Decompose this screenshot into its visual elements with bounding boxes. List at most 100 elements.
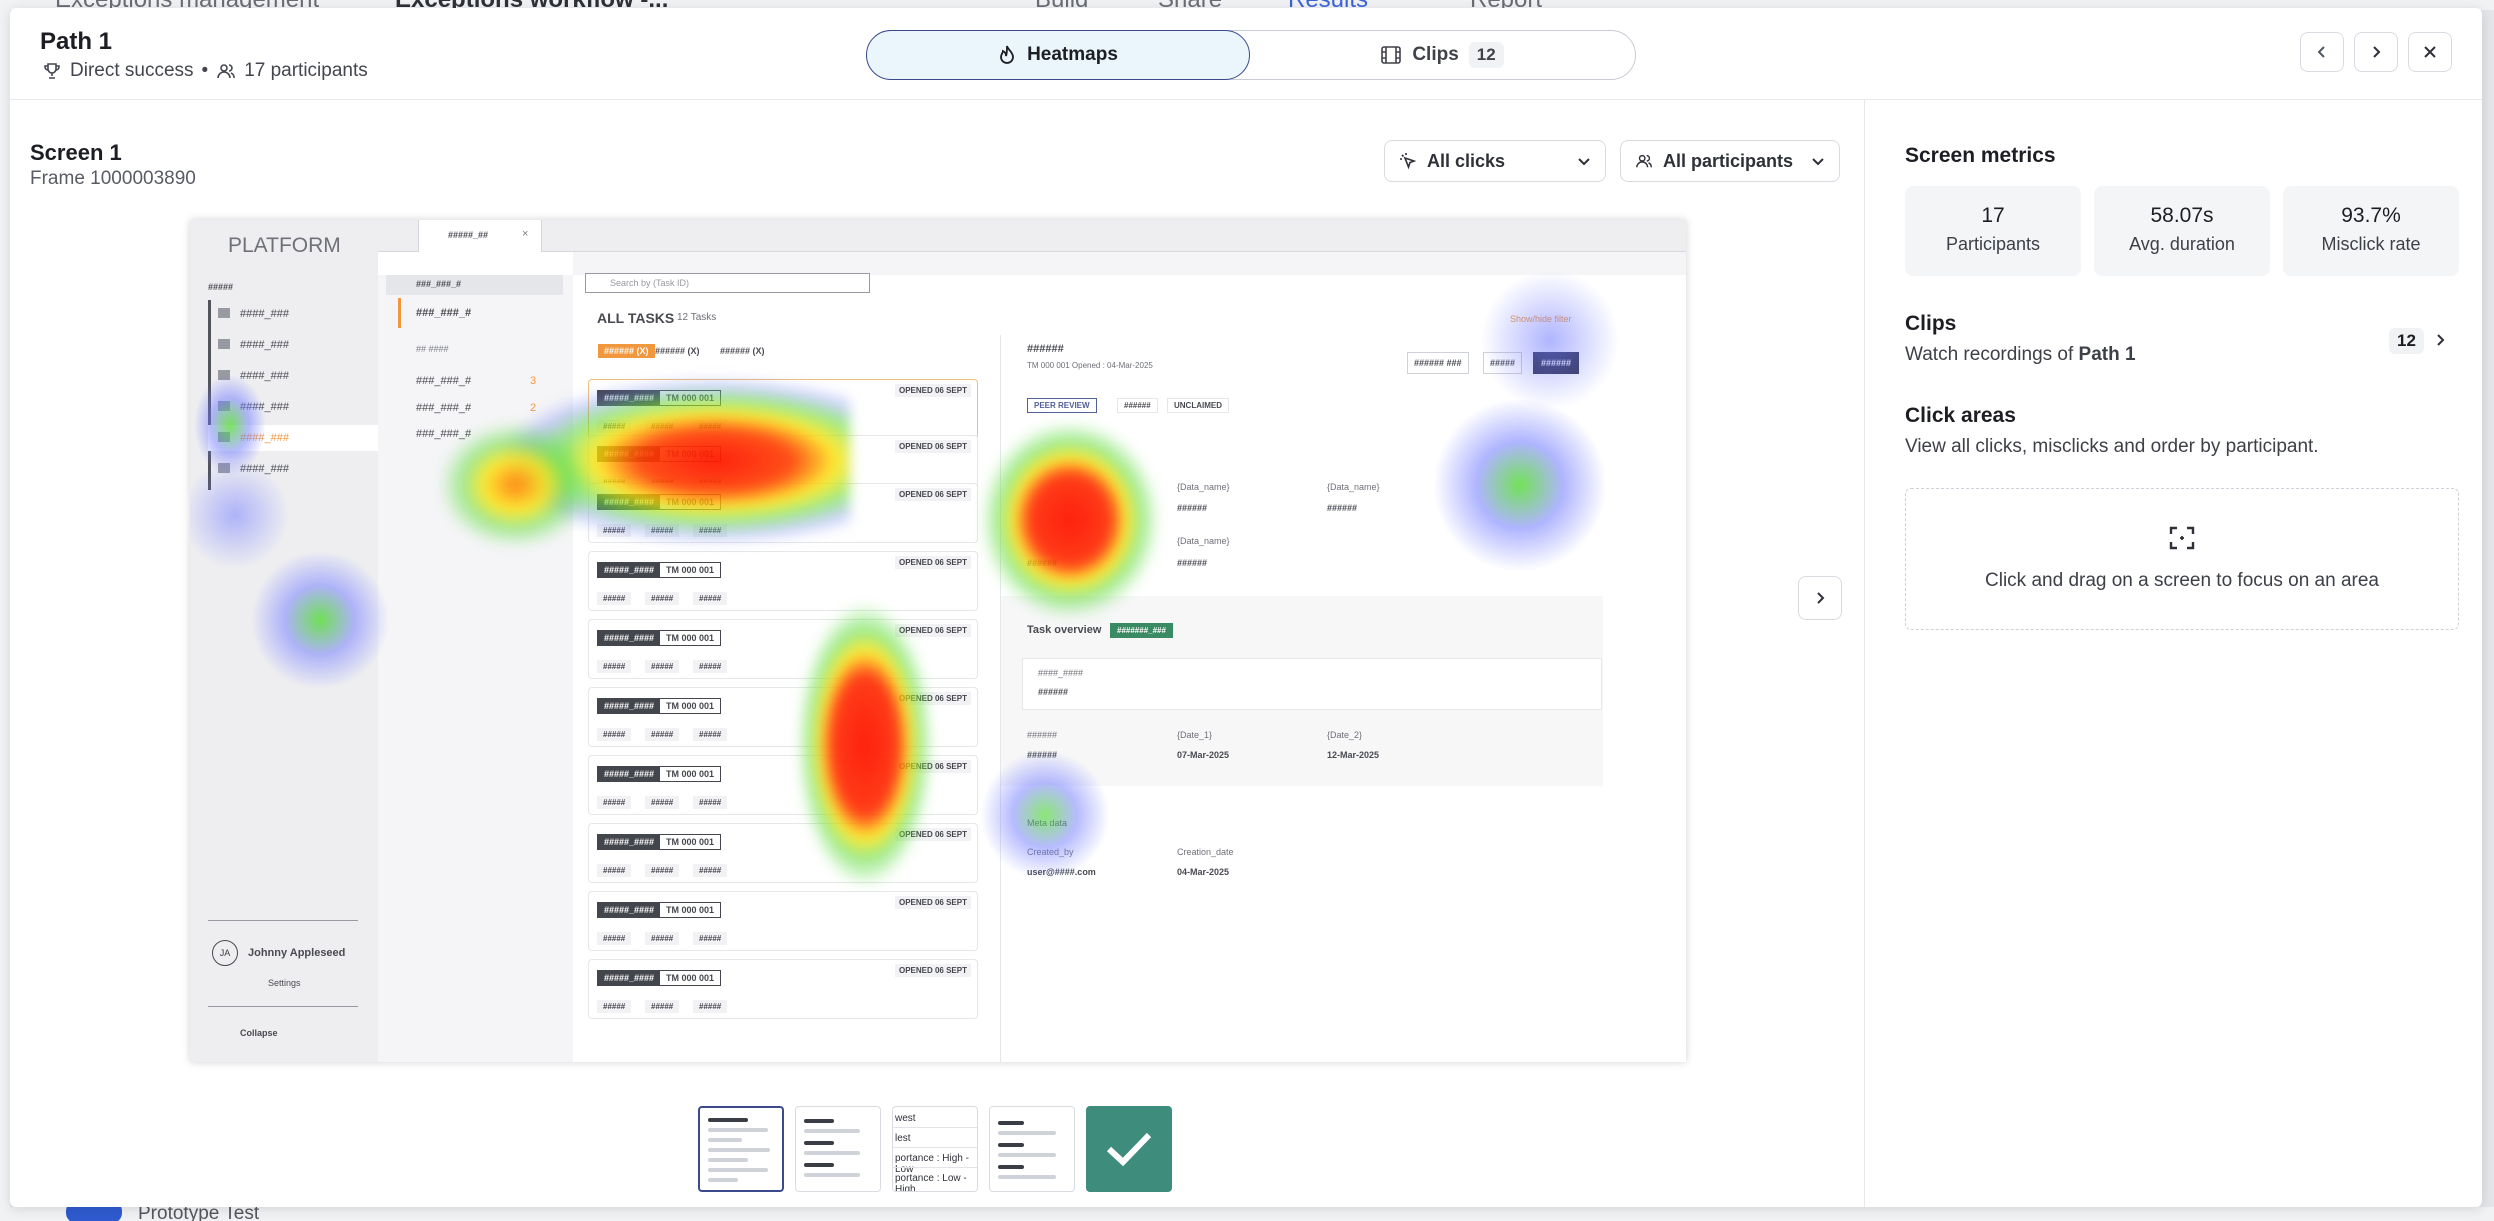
flame-icon [997, 44, 1017, 66]
mock-data-label: {Data_name} [1177, 536, 1230, 546]
completed-check-icon [1104, 1129, 1154, 1169]
users-icon [1635, 152, 1653, 170]
metric-label: Avg. duration [2129, 234, 2235, 254]
mock-filter-tab: ###### (X) [655, 346, 700, 356]
task-card-pill: ##### [645, 864, 680, 877]
metric-value: 93.7% [2341, 204, 2401, 227]
close-modal-button[interactable] [2408, 32, 2452, 72]
clips-row[interactable]: Clips Watch recordings of Path 1 12 [1865, 300, 2482, 370]
clicks-filter-label: All clicks [1427, 150, 1506, 171]
mock-collapse: Collapse [240, 1028, 278, 1038]
screen-name: Screen 1 [30, 140, 122, 165]
participants-filter-dropdown[interactable]: All participants [1620, 140, 1840, 182]
mock-date-value: 07-Mar-2025 [1177, 750, 1230, 760]
tab-heatmaps[interactable]: Heatmaps [865, 29, 1250, 80]
mock-data-value: ###### [1327, 503, 1358, 513]
mock-detail-title: ###### [1027, 343, 1064, 355]
task-card-chip: #####_#### [597, 834, 662, 850]
mock-overview-box [1022, 658, 1602, 710]
task-card-id: TM 000 001 [659, 630, 722, 646]
thumbnail-text: portance : High - Low [895, 1153, 969, 1175]
view-toggle: Heatmaps Clips 12 [865, 29, 1636, 80]
mock-user-name: Johnny Appleseed [248, 947, 346, 959]
task-card-pill: ##### [693, 932, 728, 945]
mock-tab-close-icon: × [522, 228, 529, 240]
bg-tab-report: Report [1470, 0, 1542, 10]
mock-date-label: {Date_1} [1177, 730, 1213, 740]
click-area-dropzone[interactable]: Click and drag on a screen to focus on a… [1905, 488, 2459, 630]
screen-thumbnail-completed[interactable] [1086, 1106, 1172, 1192]
background-app-footer: Prototype Test [0, 1207, 2494, 1221]
clips-description: Watch recordings of Path 1 [1905, 344, 2136, 366]
mock-data-value: ###### [1177, 503, 1208, 513]
task-card-opened: OPENED 06 SEPT [894, 556, 971, 569]
mock-topbar [378, 220, 1686, 252]
chevron-right-icon [1813, 591, 1827, 605]
trophy-icon [42, 61, 62, 81]
close-icon [2423, 45, 2437, 59]
modal-header: Path 1 Direct success • 17 participants … [10, 8, 2482, 100]
screen-canvas[interactable]: PLATFORM ##### ####_### ####_### ####_##… [190, 220, 1686, 1062]
heatmap-viewer: Screen 1 Frame 1000003890 All clicks All… [10, 100, 1864, 1207]
mock-split-divider [1000, 335, 1001, 1062]
background-app-sidebar [0, 0, 10, 1221]
previous-path-button[interactable] [2300, 32, 2344, 72]
screen-thumbnail[interactable] [989, 1106, 1075, 1192]
screen-thumbnail[interactable] [795, 1106, 881, 1192]
task-card-pill: ##### [693, 1000, 728, 1013]
task-card-opened: OPENED 06 SEPT [894, 488, 971, 501]
metric-value: 17 [1981, 204, 2005, 227]
metric-value: 58.07s [2150, 204, 2214, 227]
mock-mid-active: ###_###_# [416, 307, 472, 319]
mock-date-label: {Date_2} [1327, 730, 1363, 740]
mock-filter-tab: ###### (X) [598, 344, 655, 358]
click-areas-description: View all clicks, misclicks and order by … [1905, 436, 2319, 457]
heatmap-modal: Path 1 Direct success • 17 participants … [10, 8, 2482, 1207]
mock-date-value: 12-Mar-2025 [1327, 750, 1380, 760]
chevron-down-icon [1811, 154, 1825, 168]
task-card-id: TM 000 001 [659, 698, 722, 714]
task-card-pill: ##### [645, 796, 680, 809]
mock-avatar: JA [212, 940, 238, 966]
mock-search-placeholder: Search by (Task ID) [610, 278, 690, 288]
clips-description-path: Path 1 [2078, 344, 2136, 365]
next-screen-button[interactable] [1798, 576, 1842, 620]
mock-filter-tab: ###### (X) [720, 346, 765, 356]
task-card-opened: OPENED 06 SEPT [894, 384, 971, 397]
task-card-pill: ##### [597, 932, 632, 945]
task-card-id: TM 000 001 [659, 766, 722, 782]
mock-data-value: ###### [1177, 558, 1208, 568]
next-path-button[interactable] [2354, 32, 2398, 72]
clicks-filter-dropdown[interactable]: All clicks [1384, 140, 1606, 182]
tab-clips[interactable]: Clips 12 [1249, 30, 1635, 80]
screen-thumbnail[interactable]: west lest portance : High - Low portance… [892, 1106, 978, 1192]
screen-thumbnail-selected[interactable] [698, 1106, 784, 1192]
breadcrumb-test: Exceptions workflow -... [395, 0, 668, 10]
chevron-left-icon [2315, 45, 2329, 59]
mock-mid-group: ###_###_# [416, 279, 462, 289]
task-card-pill: ##### [597, 1000, 632, 1013]
metrics-panel: Screen metrics 17 Participants 58.07s Av… [1864, 100, 2482, 1207]
task-card-pill: ##### [693, 864, 728, 877]
mock-mid-heading: ## #### [416, 344, 449, 354]
clips-description-text: Watch recordings of [1905, 344, 2079, 365]
click-area-hint: Click and drag on a screen to focus on a… [1985, 570, 2379, 591]
click-areas-title: Click areas [1905, 404, 2016, 427]
mock-box-label: ####_#### [1038, 668, 1084, 678]
mock-data-label: {Data_name} [1177, 482, 1230, 492]
task-card-pill: ##### [597, 864, 632, 877]
task-card-opened: OPENED 06 SEPT [894, 964, 971, 977]
metric-label: Participants [1945, 234, 2041, 254]
task-card-id: TM 000 001 [659, 902, 722, 918]
mock-meta-value: 04-Mar-2025 [1177, 867, 1230, 877]
screen-metrics-title: Screen metrics [1905, 144, 2056, 167]
chevron-right-icon [2369, 45, 2383, 59]
metric-card: 93.7% Misclick rate [2283, 186, 2459, 276]
mock-task-count: 12 Tasks [677, 312, 717, 323]
thumbnail-text: west [895, 1113, 916, 1124]
mock-detail-button: ###### ### [1407, 352, 1469, 374]
mock-sidebar-item: ####_### [240, 339, 289, 351]
task-card-pill: ##### [645, 1000, 680, 1013]
mock-divider [208, 920, 358, 921]
task-card: #####_####TM 000 001 OPENED 06 SEPT ##### #… [588, 959, 978, 1019]
